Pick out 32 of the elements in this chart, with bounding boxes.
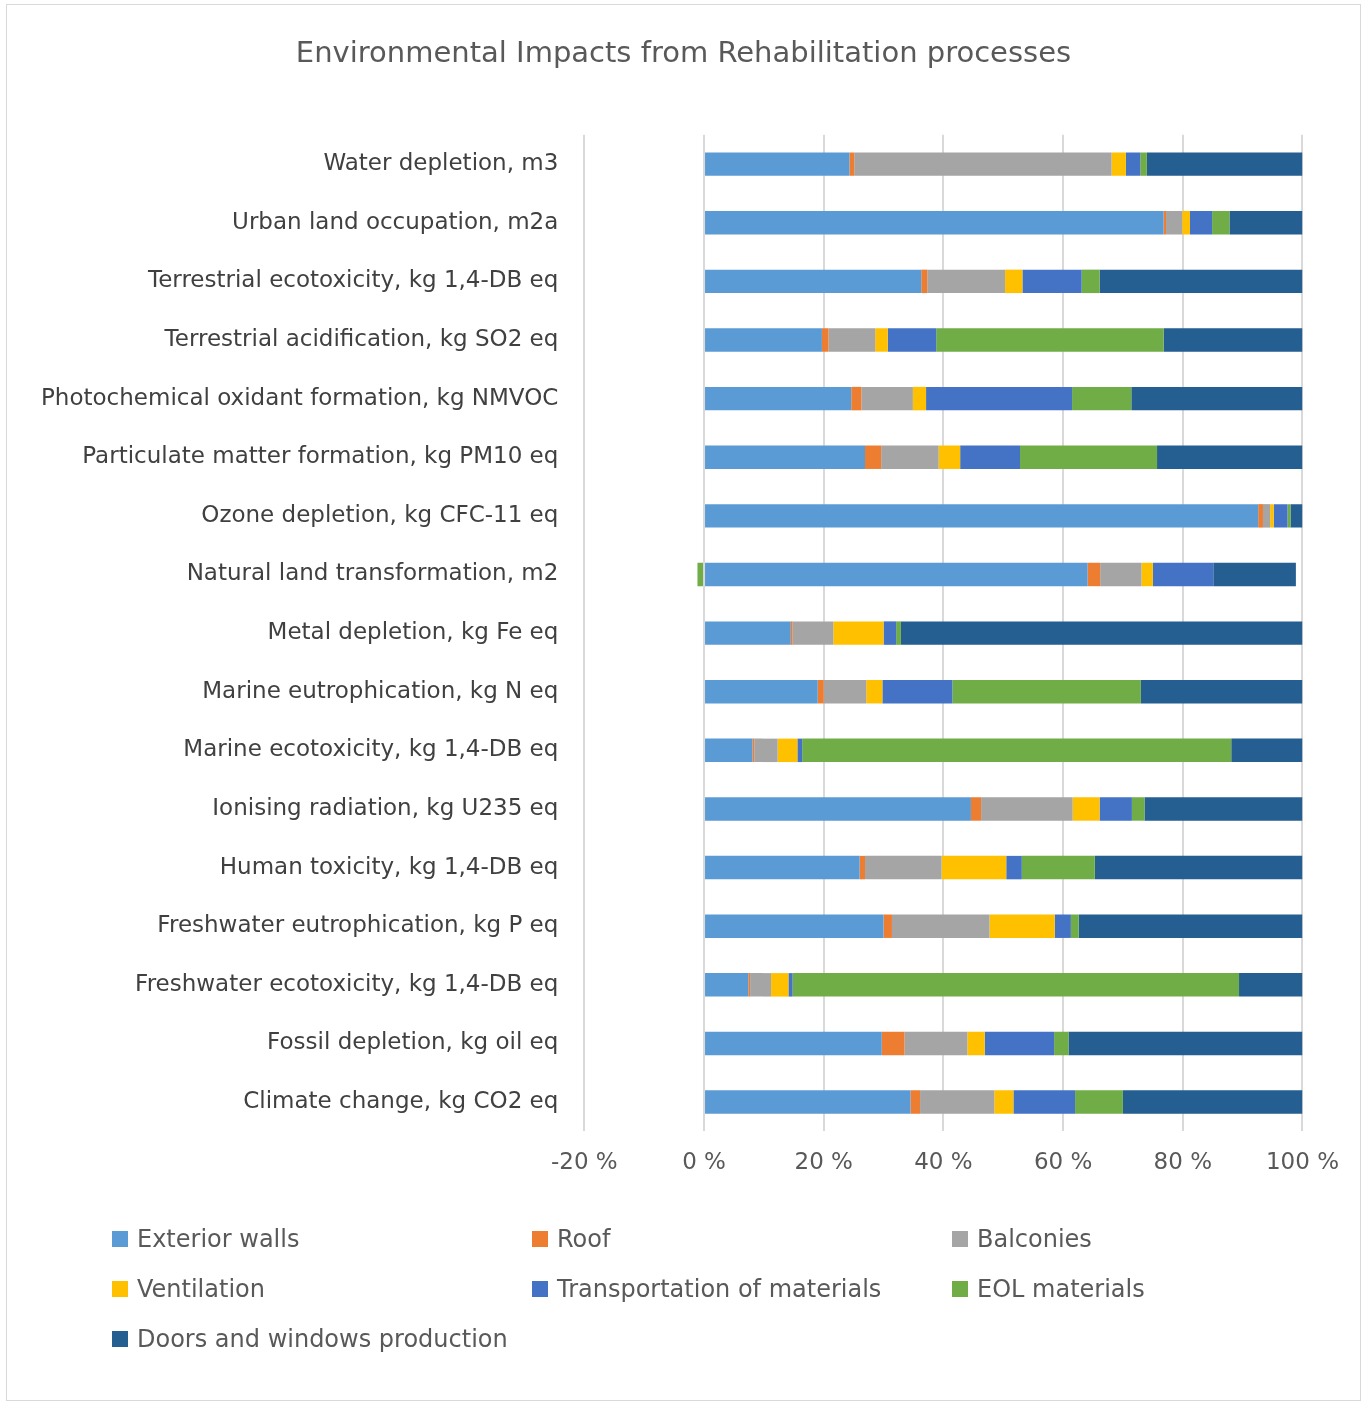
y-tick-label: Natural land transformation, m2 [186,559,559,586]
chart-title: Environmental Impacts from Rehabilitation processes [294,35,1073,69]
legend-label: Doors and windows production [137,1325,508,1353]
x-tick-label: -20 % [550,1148,618,1175]
y-tick-label: Marine ecotoxicity, kg 1,4-DB eq [183,735,559,762]
y-tick-label: Climate change, kg CO2 eq [243,1087,559,1114]
y-tick-label: Urban land occupation, m2a [232,207,559,234]
y-tick-label: Marine eutrophication, kg N eq [202,676,559,703]
legend-label: Transportation of materials [557,1275,882,1303]
legend-label: EOL materials [977,1275,1145,1303]
y-tick-label: Terrestrial ecotoxicity, kg 1,4-DB eq [147,266,559,293]
y-tick-label: Photochemical oxidant formation, kg NMVOC [40,383,559,410]
x-tick-label: 100 % [1265,1148,1340,1175]
y-tick-label: Human toxicity, kg 1,4-DB eq [219,852,559,879]
y-tick-label: Ionising radiation, kg U235 eq [212,793,559,820]
legend-label: Exterior walls [137,1225,300,1253]
legend-label: Roof [557,1225,611,1253]
x-tick-label: 20 % [794,1148,853,1175]
y-tick-label: Terrestrial acidification, kg SO2 eq [163,324,559,351]
legend-label: Balconies [977,1225,1092,1253]
y-tick-label: Metal depletion, kg Fe eq [267,618,559,645]
y-tick-label: Water depletion, m3 [323,149,559,176]
y-tick-label: Particulate matter formation, kg PM10 eq [82,442,559,469]
x-tick-label: 0 % [682,1148,726,1175]
y-tick-label: Freshwater eutrophication, kg P eq [157,911,559,938]
x-tick-label: 40 % [914,1148,973,1175]
y-tick-label: Freshwater ecotoxicity, kg 1,4-DB eq [135,969,559,996]
y-tick-label: Ozone depletion, kg CFC-11 eq [201,500,559,527]
x-tick-label: 60 % [1033,1148,1093,1175]
legend-label: Ventilation [137,1275,265,1303]
y-tick-label: Fossil depletion, kg oil eq [267,1028,559,1055]
x-tick-label: 80 % [1153,1148,1212,1175]
